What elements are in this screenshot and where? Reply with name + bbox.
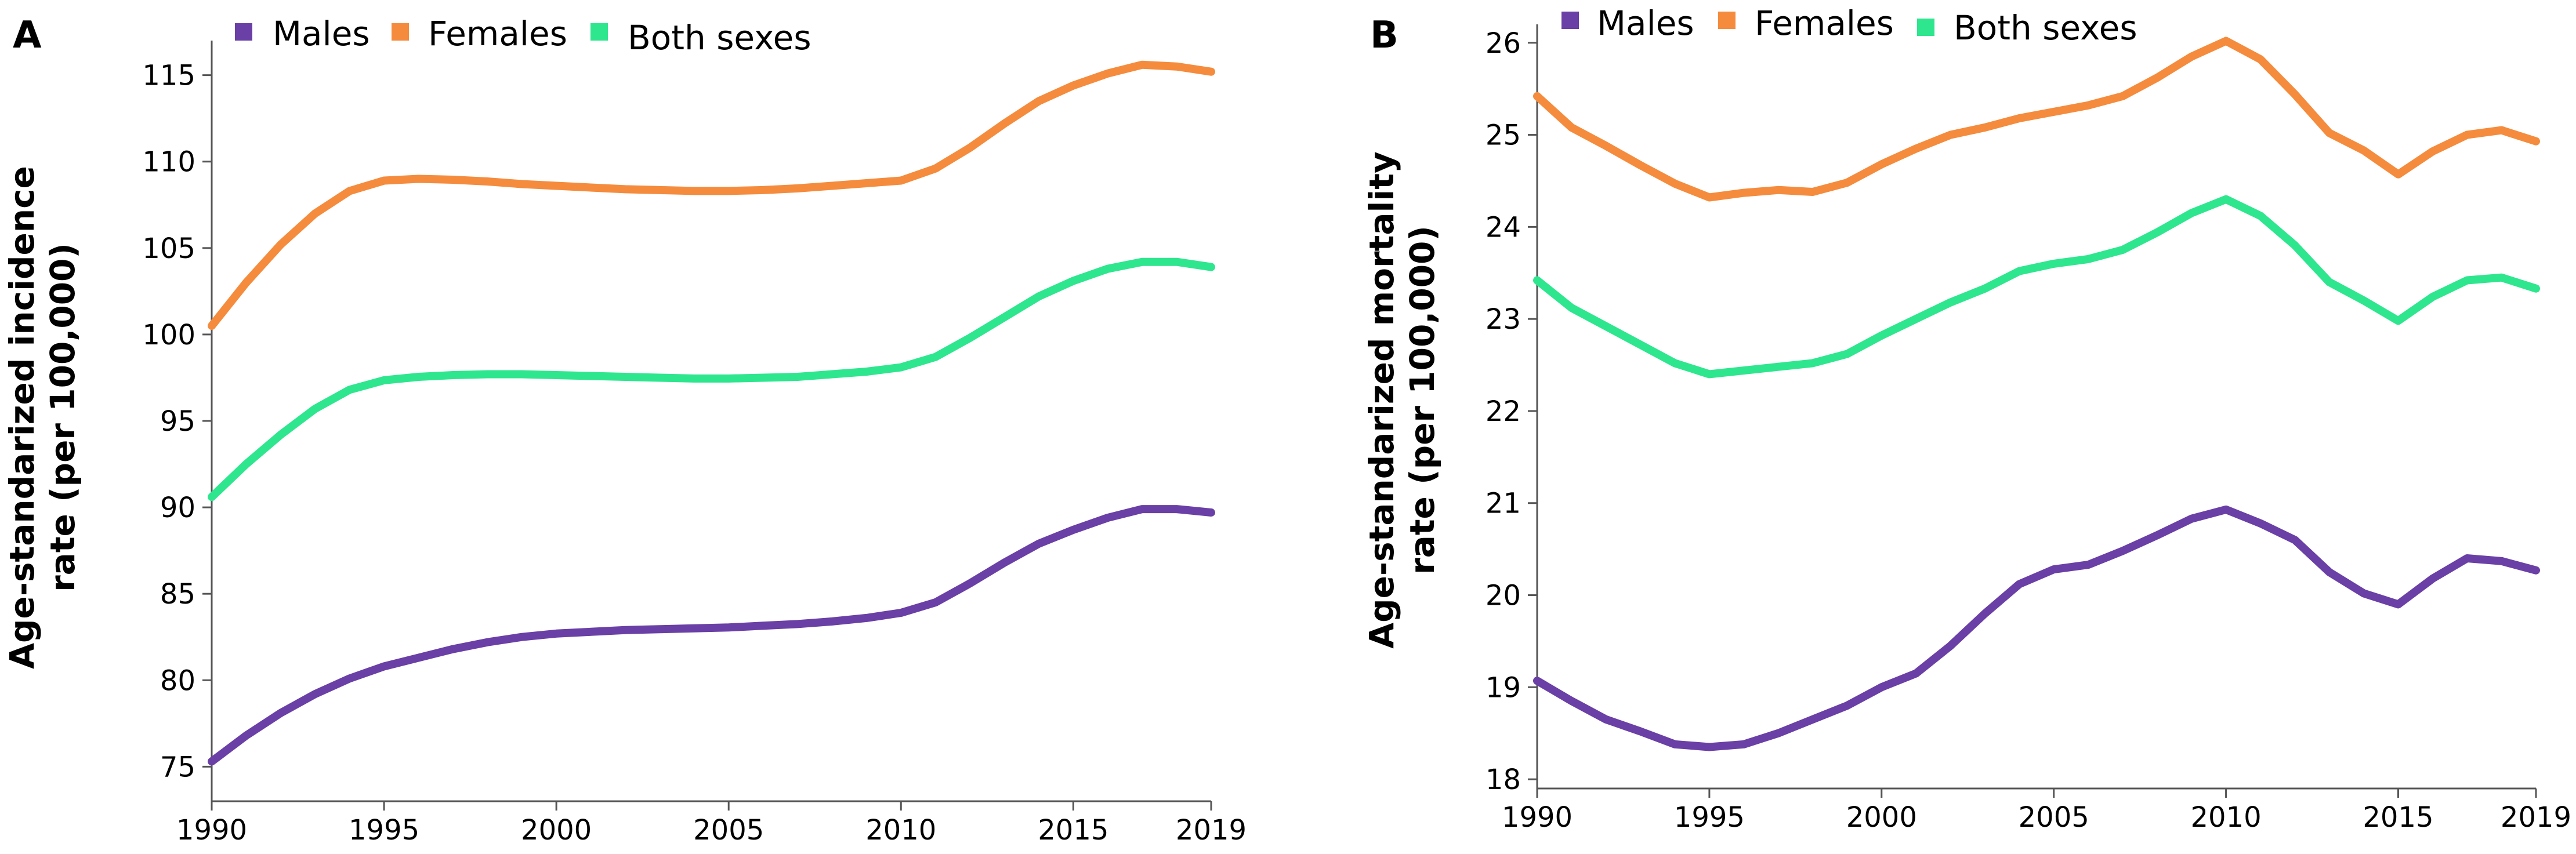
series-line-females-a (208, 60, 1215, 330)
legend-swatch-males-a (235, 23, 252, 41)
y-axis-title-line1-b: Age-standarized mortality (1362, 151, 1401, 648)
series-line-both-sexes-b (1533, 195, 2540, 379)
y-tick-label: 95 (160, 405, 195, 438)
legend-label-both-sexes-a: Both sexes (628, 18, 811, 57)
legend-b: Males Females Both sexes (1561, 3, 2137, 48)
legend-swatch-females-a (392, 23, 409, 41)
legend-label-both-sexes-b: Both sexes (1954, 8, 2137, 48)
y-axis-title-b: Age-standarized mortality rate (per 100,… (1362, 151, 1442, 648)
y-tick-label: 26 (1486, 27, 1521, 60)
x-tick-label: 2015 (2363, 801, 2433, 834)
series-line-males-a (208, 505, 1215, 766)
panel-label-b: B (1370, 14, 1398, 57)
panel-label-a: A (13, 14, 42, 57)
legend-label-males-b: Males (1597, 3, 1694, 43)
y-tick-label: 20 (1486, 580, 1521, 612)
y-tick-label: 90 (160, 492, 195, 524)
x-tick-label: 2019 (1176, 814, 1247, 846)
x-tick-label: 2005 (2019, 801, 2089, 834)
legend-label-males-a: Males (273, 14, 370, 53)
y-axis-title-a: Age-standarized incidence rate (per 100,… (2, 166, 82, 669)
x-tick-label: 2010 (865, 814, 936, 846)
x-tick-label: 2000 (1846, 801, 1917, 834)
series-line-females-b (1533, 37, 2540, 202)
y-axis-title-line2-a: rate (per 100,000) (43, 243, 82, 592)
legend-swatch-females-b (1718, 12, 1736, 29)
legend-swatch-both-sexes-a (590, 23, 608, 41)
panel-b: B Males Females Both sexes Age-standariz… (1362, 3, 2571, 834)
legend-label-females-b: Females (1755, 3, 1894, 43)
legend-a: Males Females Both sexes (235, 14, 811, 57)
y-tick-label: 25 (1486, 119, 1521, 152)
y-tick-label: 115 (142, 60, 195, 92)
y-tick-label: 85 (160, 578, 195, 610)
x-ticks-a: 1990 1995 2000 2005 2010 2015 2019 (176, 801, 1247, 846)
series-line-both-sexes-a (208, 257, 1215, 502)
series-lines-a (208, 60, 1215, 766)
x-ticks-b: 1990 1995 2000 2005 2010 2015 2019 (1502, 788, 2571, 834)
y-tick-label: 22 (1486, 395, 1521, 428)
panel-a: A Males Females Both sexes Age-standariz… (2, 14, 1247, 846)
x-tick-label: 1995 (349, 814, 419, 846)
y-tick-label: 19 (1486, 671, 1521, 704)
y-ticks-a: 75 80 85 90 95 100 105 110 115 (142, 60, 212, 783)
x-tick-label: 1995 (1674, 801, 1745, 834)
x-tick-label: 1990 (1502, 801, 1573, 834)
y-tick-label: 80 (160, 664, 195, 697)
y-tick-label: 105 (142, 232, 195, 265)
legend-swatch-males-b (1561, 12, 1579, 29)
y-tick-label: 110 (142, 146, 195, 179)
y-ticks-b: 18 19 20 21 22 23 24 25 26 (1486, 27, 1537, 796)
x-tick-label: 2019 (2501, 801, 2571, 834)
y-tick-label: 21 (1486, 488, 1521, 520)
legend-swatch-both-sexes-b (1917, 19, 1934, 36)
series-line-males-b (1533, 505, 2540, 751)
y-axis-title-line1-a: Age-standarized incidence (2, 166, 42, 669)
series-lines-b (1533, 37, 2540, 751)
y-tick-label: 24 (1486, 211, 1521, 244)
x-tick-label: 2015 (1038, 814, 1108, 846)
y-tick-label: 23 (1486, 303, 1521, 336)
x-tick-label: 2005 (693, 814, 764, 846)
y-tick-label: 18 (1486, 764, 1521, 796)
x-tick-label: 2000 (521, 814, 592, 846)
legend-label-females-a: Females (428, 14, 567, 53)
x-tick-label: 2010 (2191, 801, 2262, 834)
y-tick-label: 100 (142, 319, 195, 351)
x-tick-label: 1990 (176, 814, 247, 846)
y-tick-label: 75 (160, 751, 195, 783)
y-axis-title-line2-b: rate (per 100,000) (1403, 226, 1442, 575)
